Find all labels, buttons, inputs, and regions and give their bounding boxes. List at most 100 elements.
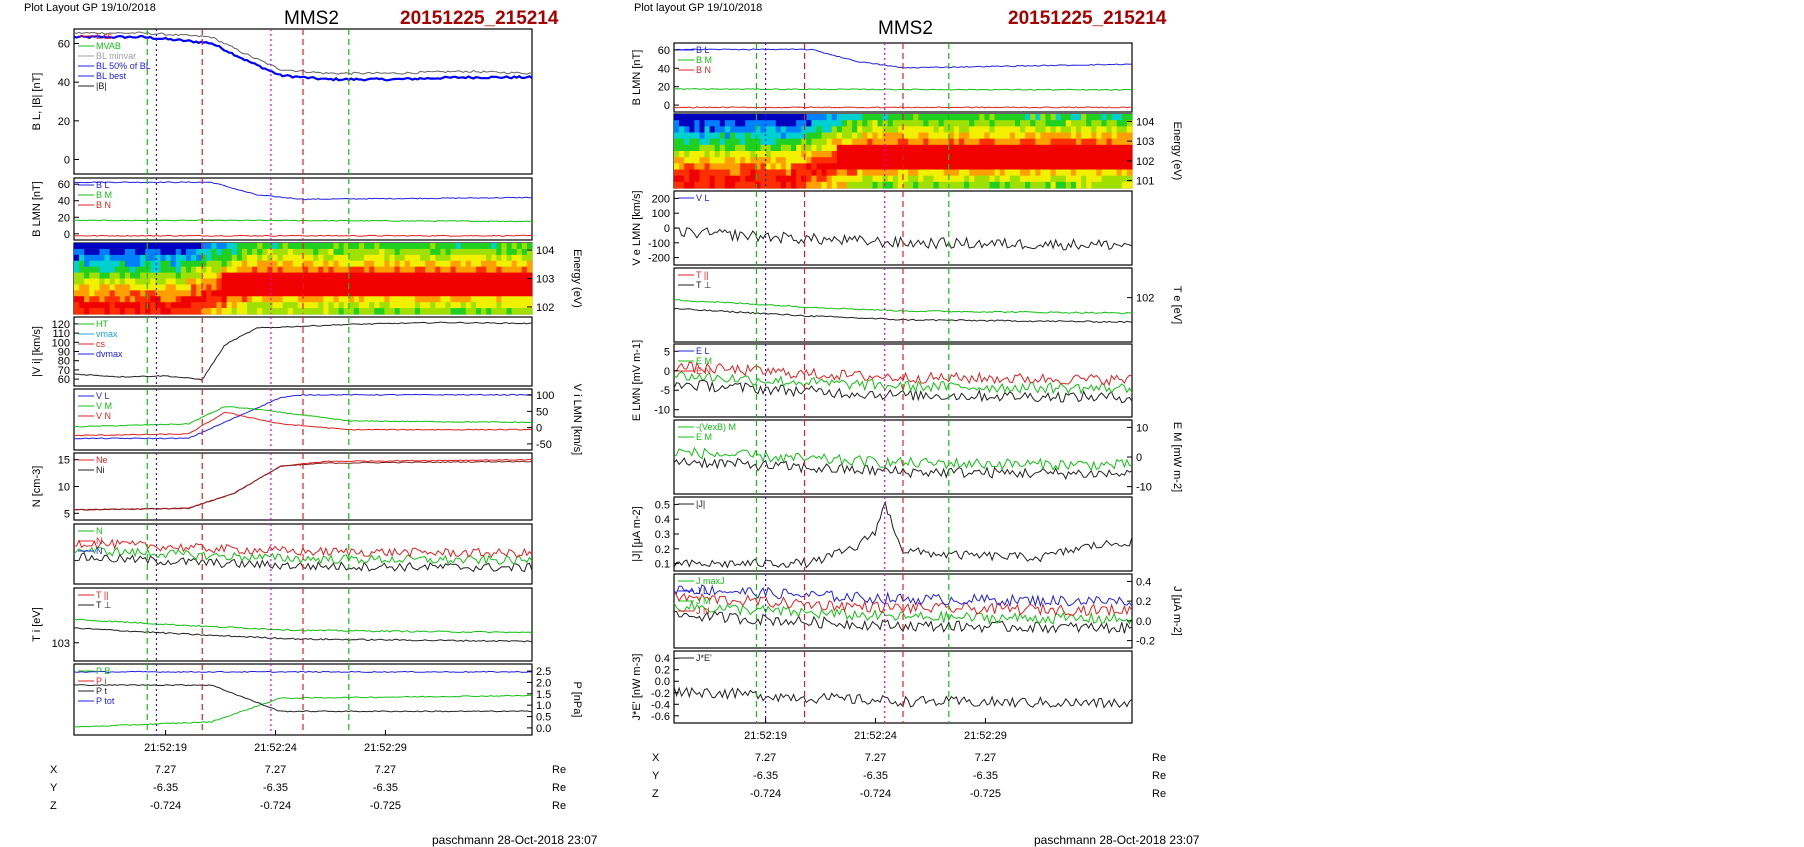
spectrogram-cell: [750, 181, 756, 189]
spectrogram-cell: [903, 120, 909, 127]
spectrogram-cell: [897, 181, 904, 189]
spectrogram-cell: [79, 308, 85, 315]
spectrogram-cell: [358, 302, 365, 309]
spectrogram-cell: [506, 284, 513, 291]
spectrogram-cell: [201, 302, 207, 309]
spectrogram-cell: [481, 290, 487, 297]
spectrogram-cell: [877, 175, 884, 183]
spectrogram-cell: [206, 272, 212, 279]
spectrogram-cell: [689, 157, 695, 164]
spectrogram-cell: [282, 243, 289, 250]
spectrogram-cell: [750, 151, 756, 158]
right-series-1: [673, 371, 1133, 395]
spectrogram-cell: [928, 132, 935, 140]
spectrogram-cell: [943, 120, 950, 127]
spectrogram-cell: [318, 260, 324, 268]
spectrogram-cell: [292, 266, 299, 274]
spectrogram-cell: [338, 243, 345, 250]
spectrogram-cell: [267, 243, 273, 250]
spectrogram-cell: [450, 266, 457, 274]
spectrogram-cell: [445, 272, 452, 279]
left-series-vn: [73, 411, 533, 437]
spectrogram-cell: [129, 302, 136, 309]
spectrogram-cell: [323, 308, 329, 315]
spectrogram-cell: [785, 151, 792, 158]
spectrogram-cell: [1040, 169, 1046, 177]
spectrogram-cell: [1070, 132, 1077, 140]
spectrogram-cell: [724, 126, 731, 133]
spectrogram-cell: [684, 138, 690, 146]
spectrogram-cell: [440, 248, 446, 256]
spectrogram-cell: [867, 120, 873, 127]
spectrogram-cell: [729, 175, 736, 183]
spectrogram-cell: [928, 157, 935, 164]
spectrogram-cell: [435, 243, 441, 250]
spectrogram-cell: [791, 120, 797, 127]
spectrogram-cell: [358, 260, 365, 268]
spectrogram-cell: [892, 138, 899, 146]
spectrogram-cell: [89, 260, 95, 268]
spectrogram-cell: [450, 284, 457, 291]
spectrogram-cell: [719, 157, 726, 164]
spectrogram-cell: [328, 266, 335, 274]
spectrogram-cell: [1025, 138, 1031, 146]
spectrogram-cell: [760, 169, 767, 177]
spectrogram-cell: [374, 302, 380, 309]
spectrogram-cell: [974, 181, 980, 189]
spectrogram-cell: [928, 151, 935, 158]
spectrogram-cell: [750, 120, 756, 127]
spectrogram-cell: [180, 278, 187, 285]
spectrogram-cell: [826, 169, 833, 177]
spectrogram-cell: [852, 169, 858, 177]
spectrogram-cell: [420, 284, 426, 291]
spectrogram-cell: [486, 272, 492, 279]
spectrogram-cell: [964, 169, 970, 177]
spectrogram-cell: [170, 243, 177, 250]
spectrogram-cell: [145, 308, 151, 315]
spectrogram-cell: [94, 308, 100, 315]
spectrogram-cell: [241, 266, 248, 274]
spectrogram-cell: [1045, 144, 1052, 152]
spectrogram-cell: [719, 163, 726, 170]
spectrogram-cell: [948, 169, 955, 177]
spectrogram-cell: [1060, 138, 1067, 146]
spectrogram-cell: [943, 181, 950, 189]
left-legend-label: BL minvar: [96, 51, 136, 61]
spectrogram-cell: [908, 126, 914, 133]
spectrogram-cell: [109, 243, 116, 250]
spectrogram-cell: [511, 284, 518, 291]
spectrogram-cell: [155, 278, 162, 285]
spectrogram-cell: [506, 290, 513, 297]
right-ytick-label: 10: [1136, 422, 1148, 434]
right-ytick-label: 0: [664, 366, 670, 378]
spectrogram-cell: [450, 272, 457, 279]
spectrogram-cell: [374, 290, 380, 297]
spectrogram-cell: [521, 290, 528, 297]
spectrogram-cell: [857, 114, 863, 121]
spectrogram-cell: [1065, 120, 1072, 127]
spectrogram-cell: [277, 254, 284, 262]
spectrogram-cell: [379, 248, 385, 256]
spectrogram-cell: [109, 302, 116, 309]
spectrogram-cell: [796, 175, 802, 183]
spectrogram-cell: [338, 278, 345, 285]
spectrogram-cell: [694, 144, 700, 152]
spectrogram-cell: [1060, 157, 1067, 164]
spectrogram-cell: [943, 151, 950, 158]
spectrogram-cell: [435, 302, 441, 309]
spectrogram-cell: [481, 254, 487, 262]
left-ytick-label: 110: [52, 328, 70, 340]
spectrogram-cell: [257, 266, 263, 274]
spectrogram-cell: [958, 132, 965, 140]
spectrogram-cell: [109, 266, 116, 274]
spectrogram-cell: [816, 169, 823, 177]
spectrogram-cell: [521, 266, 528, 274]
spectrogram-cell: [872, 144, 879, 152]
right-coord-label: Y: [652, 770, 660, 782]
spectrogram-cell: [1050, 114, 1057, 121]
spectrogram-cell: [791, 138, 797, 146]
spectrogram-cell: [364, 296, 370, 303]
spectrogram-cell: [262, 278, 268, 285]
spectrogram-cell: [318, 290, 324, 297]
spectrogram-cell: [943, 126, 950, 133]
